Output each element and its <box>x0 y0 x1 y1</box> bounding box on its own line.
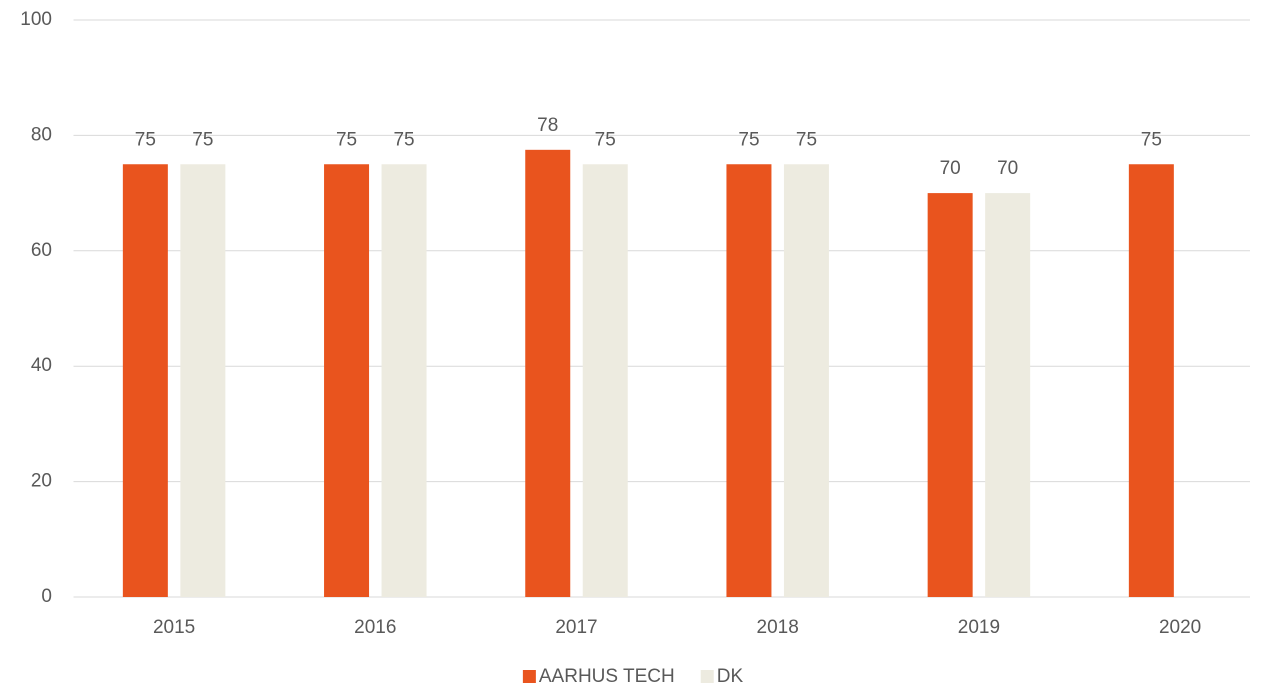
x-tick-label: 2015 <box>153 617 195 638</box>
bar <box>582 164 628 597</box>
bar <box>525 149 571 597</box>
bar <box>122 164 168 597</box>
data-label: 75 <box>393 129 414 150</box>
y-tick-label: 60 <box>31 240 52 261</box>
y-tick-label: 0 <box>41 586 52 607</box>
data-label: 70 <box>940 158 961 179</box>
legend-label: AARHUS TECH <box>539 666 675 687</box>
y-tick-label: 100 <box>20 9 52 30</box>
data-label: 78 <box>537 115 558 136</box>
x-tick-label: 2020 <box>1159 617 1201 638</box>
bar <box>324 164 370 597</box>
data-label: 75 <box>796 129 817 150</box>
y-tick-label: 40 <box>31 355 52 376</box>
bar <box>1128 164 1174 597</box>
data-label: 70 <box>997 158 1018 179</box>
x-tick-label: 2016 <box>354 617 396 638</box>
bar <box>985 193 1031 597</box>
data-label: 75 <box>738 129 759 150</box>
bar <box>180 164 226 597</box>
legend-swatch <box>522 670 536 683</box>
bar <box>726 164 772 597</box>
bar <box>927 193 973 597</box>
y-tick-label: 20 <box>31 471 52 492</box>
data-label: 75 <box>135 129 156 150</box>
x-tick-label: 2017 <box>555 617 597 638</box>
bar <box>783 164 829 597</box>
bar <box>381 164 427 597</box>
data-label: 75 <box>192 129 213 150</box>
data-label: 75 <box>595 129 616 150</box>
data-label: 75 <box>1141 129 1162 150</box>
x-tick-label: 2018 <box>757 617 799 638</box>
legend-label: DK <box>717 666 744 687</box>
data-label: 75 <box>336 129 357 150</box>
y-tick-label: 80 <box>31 124 52 145</box>
x-tick-label: 2019 <box>958 617 1000 638</box>
legend-swatch <box>700 670 714 683</box>
